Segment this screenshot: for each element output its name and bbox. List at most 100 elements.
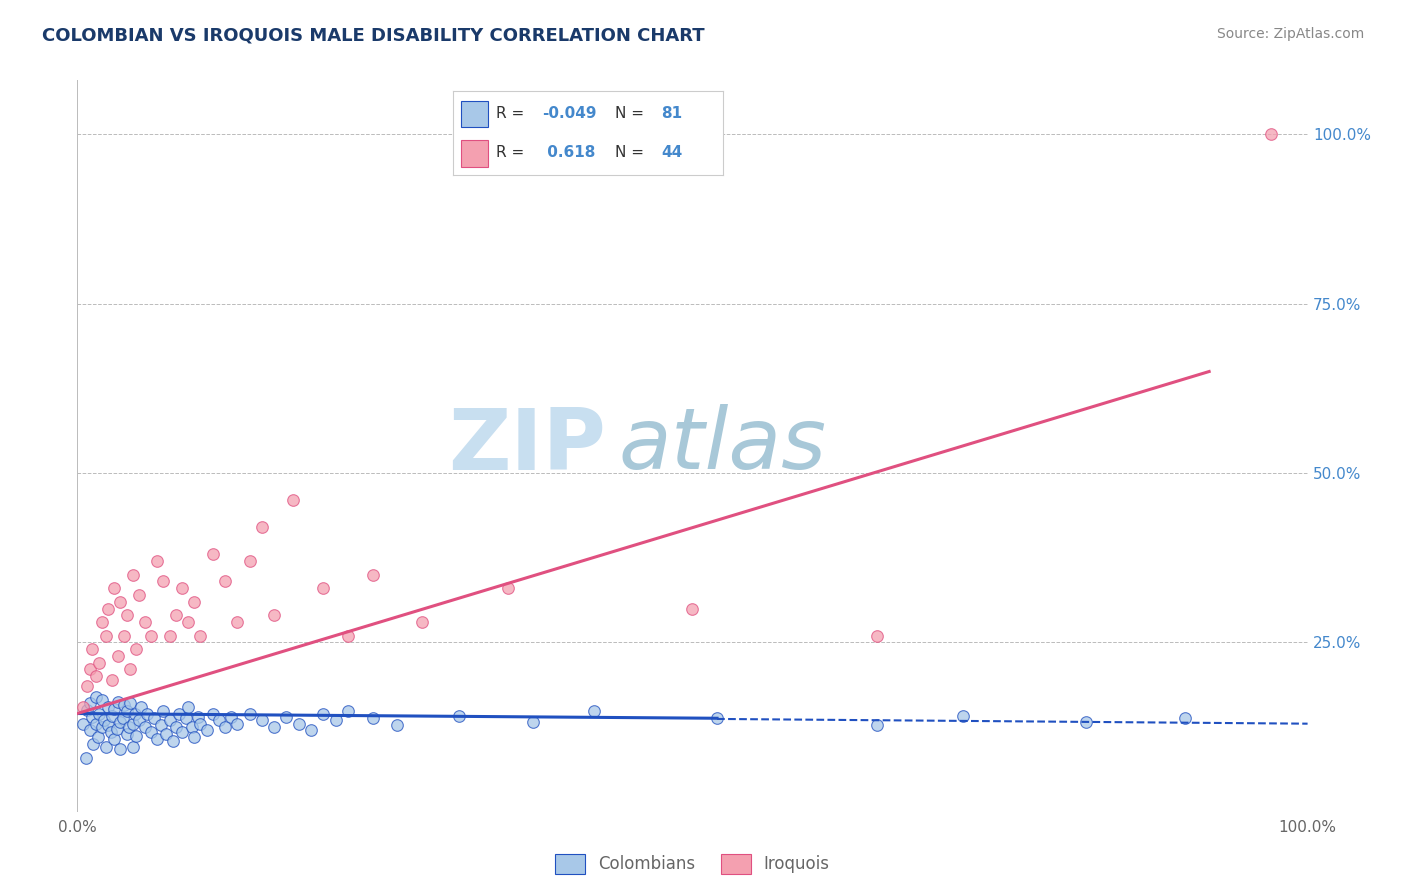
Point	[337, 629, 360, 643]
Point	[1260, 128, 1282, 142]
Point	[112, 629, 135, 643]
Text: Source: ZipAtlas.com: Source: ZipAtlas.com	[1216, 27, 1364, 41]
Point	[361, 567, 384, 582]
Point	[496, 581, 519, 595]
Point	[107, 695, 129, 709]
Point	[522, 715, 544, 730]
Point	[125, 729, 148, 743]
Point	[79, 697, 101, 711]
Point	[866, 718, 889, 732]
Point	[214, 574, 236, 589]
Point	[177, 699, 200, 714]
Point	[387, 718, 409, 732]
Point	[131, 699, 153, 714]
Point	[226, 615, 249, 629]
Legend: Colombians, Iroquois: Colombians, Iroquois	[548, 847, 837, 880]
Point	[105, 722, 128, 736]
Point	[162, 733, 184, 747]
Point	[112, 698, 135, 712]
Point	[94, 629, 117, 643]
Point	[183, 595, 205, 609]
Point	[706, 711, 728, 725]
Point	[100, 724, 122, 739]
Point	[118, 720, 141, 734]
Point	[208, 714, 231, 728]
Point	[84, 716, 107, 731]
Point	[226, 716, 249, 731]
Point	[97, 601, 120, 615]
Point	[94, 740, 117, 755]
Point	[76, 703, 98, 717]
Point	[87, 730, 110, 744]
Point	[180, 720, 202, 734]
Point	[111, 711, 134, 725]
Point	[214, 720, 236, 734]
Point	[165, 720, 187, 734]
Point	[125, 642, 148, 657]
Point	[120, 697, 142, 711]
Point	[124, 706, 146, 721]
Point	[101, 708, 124, 723]
Point	[155, 727, 177, 741]
Point	[121, 567, 143, 582]
Text: atlas: atlas	[619, 404, 827, 488]
Point	[90, 693, 114, 707]
Point	[299, 723, 322, 738]
Point	[121, 716, 143, 731]
Point	[75, 750, 97, 764]
Point	[195, 723, 218, 738]
Point	[97, 718, 120, 732]
Point	[411, 615, 433, 629]
Point	[239, 706, 262, 721]
Point	[90, 720, 114, 734]
Point	[90, 615, 114, 629]
Point	[952, 708, 974, 723]
Point	[201, 547, 224, 561]
Point	[110, 595, 132, 609]
Point	[72, 699, 94, 714]
Point	[101, 673, 124, 687]
Point	[115, 608, 138, 623]
Point	[152, 705, 174, 719]
Point	[152, 574, 174, 589]
Point	[89, 706, 111, 721]
Point	[82, 710, 104, 724]
Point	[288, 716, 311, 731]
Point	[583, 705, 606, 719]
Point	[239, 554, 262, 568]
Point	[447, 708, 470, 723]
Point	[312, 706, 335, 721]
Point	[82, 642, 104, 657]
Point	[72, 716, 94, 731]
Point	[312, 581, 335, 595]
Point	[120, 663, 142, 677]
Point	[97, 699, 120, 714]
Point	[170, 724, 193, 739]
Point	[76, 680, 98, 694]
Point	[281, 493, 304, 508]
Point	[169, 706, 191, 721]
Point	[159, 629, 181, 643]
Point	[150, 718, 173, 732]
Point	[82, 737, 104, 751]
Point	[141, 724, 163, 739]
Point	[1076, 715, 1098, 730]
Point	[79, 663, 101, 677]
Point	[177, 615, 200, 629]
Point	[276, 710, 298, 724]
Point	[89, 656, 111, 670]
Point	[866, 629, 889, 643]
Point	[1174, 711, 1197, 725]
Point	[142, 711, 165, 725]
Point	[115, 705, 138, 719]
Point	[219, 710, 242, 724]
Point	[110, 715, 132, 730]
Point	[190, 629, 212, 643]
Point	[134, 720, 156, 734]
Point	[174, 711, 197, 725]
Point	[250, 520, 273, 534]
Point	[146, 554, 169, 568]
Point	[110, 742, 132, 756]
Point	[183, 730, 205, 744]
Point	[128, 588, 150, 602]
